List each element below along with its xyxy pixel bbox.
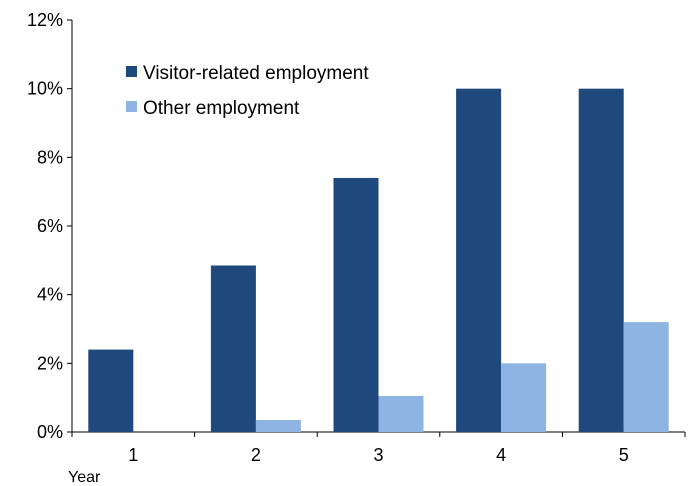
y-tick-label: 2% (37, 353, 63, 373)
y-tick-label: 0% (37, 422, 63, 442)
legend-label-visitor: Visitor-related employment (143, 63, 369, 84)
legend-swatch-other (126, 101, 137, 112)
bars (88, 88, 669, 433)
bar-other (378, 395, 424, 432)
bar-visitor (456, 88, 502, 433)
bar-visitor (88, 349, 134, 432)
bar-other (623, 322, 669, 432)
axes: 0% 2% 4% 6% 8% 10% 12% 1 2 3 4 5 (27, 10, 686, 465)
bar-other (501, 363, 547, 432)
x-tick-label: 1 (128, 445, 138, 465)
y-tick-label: 4% (37, 285, 63, 305)
bar-other (255, 419, 301, 432)
y-tick-label: 12% (27, 10, 63, 30)
legend-swatch-visitor (126, 66, 137, 77)
legend: Visitor-related employment Other employm… (126, 63, 369, 119)
y-tick-label: 10% (27, 79, 63, 99)
x-tick-label: 4 (496, 445, 506, 465)
x-tick-label: 2 (251, 445, 261, 465)
x-tick-label: 5 (619, 445, 629, 465)
x-axis-title: Year (68, 469, 101, 486)
y-tick-label: 8% (37, 147, 63, 167)
bar-visitor (333, 177, 379, 432)
bar-visitor (578, 88, 624, 433)
y-tick-label: 6% (37, 216, 63, 236)
x-tick-label: 3 (373, 445, 383, 465)
legend-label-other: Other employment (143, 98, 300, 119)
bar-visitor (210, 265, 256, 432)
